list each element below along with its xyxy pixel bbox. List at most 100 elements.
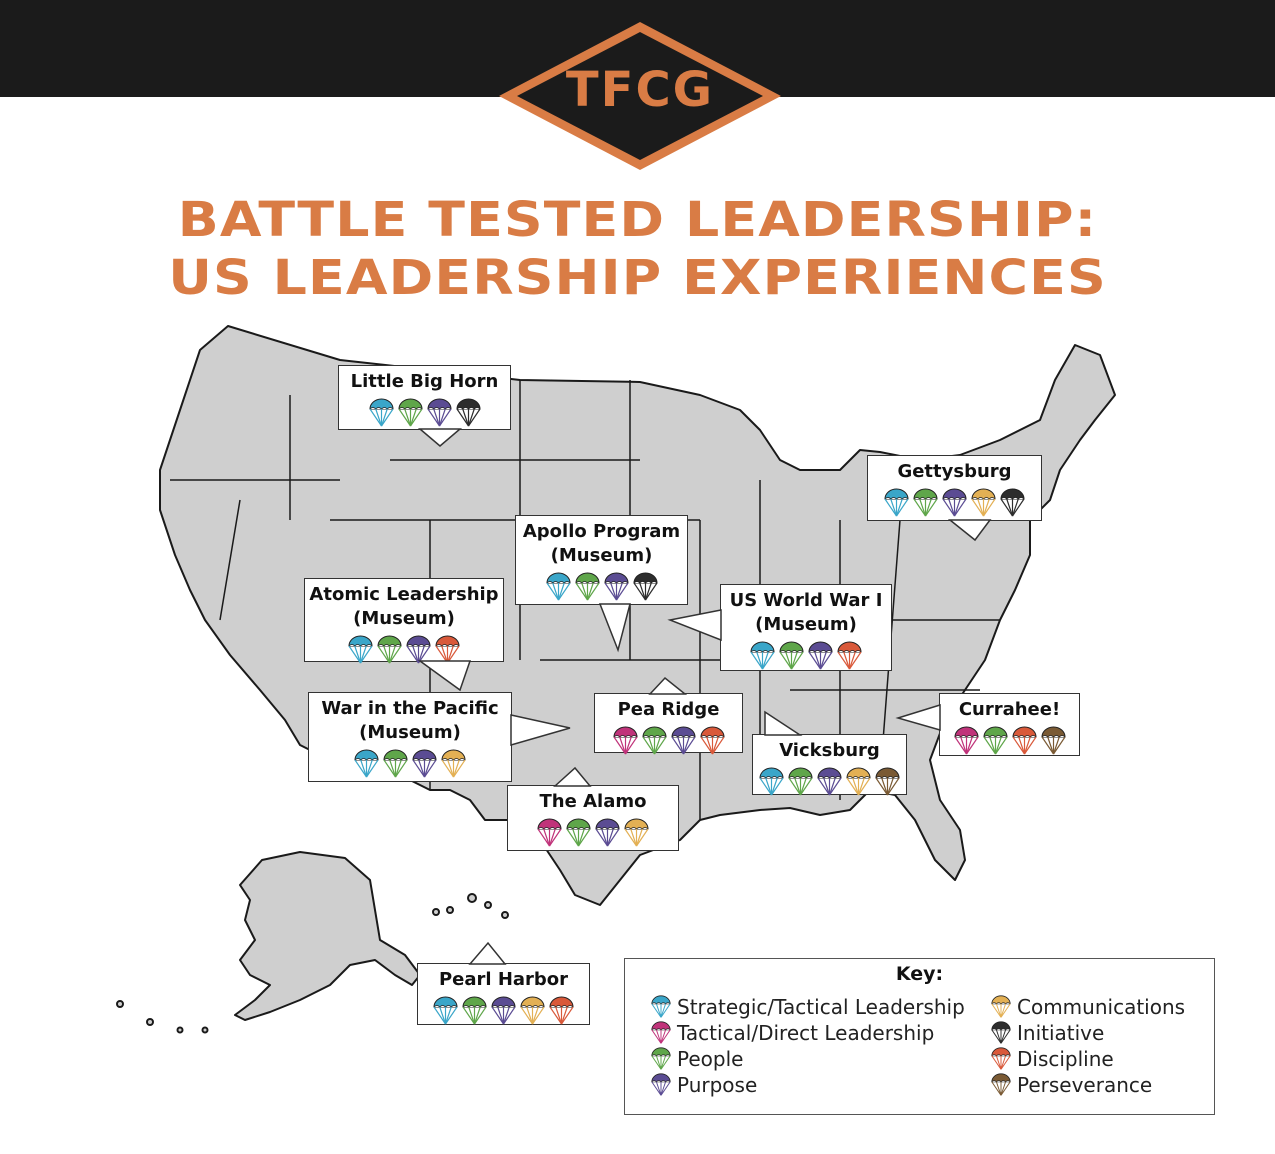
site-icons xyxy=(508,818,678,848)
site-callout-pearl-harbor[interactable]: Pearl Harbor xyxy=(417,963,590,1025)
page-title-line1: BATTLE TESTED LEADERSHIP: xyxy=(177,192,1098,248)
site-callout-currahee[interactable]: Currahee! xyxy=(939,693,1080,756)
tactical-parachute-icon xyxy=(537,818,562,848)
site-icons xyxy=(595,726,742,756)
site-callout-war-in-the-pacific[interactable]: War in the Pacific (Museum) xyxy=(308,692,512,782)
tfcg-logo xyxy=(499,22,781,170)
legend-label: People xyxy=(677,1047,744,1071)
people-parachute-icon xyxy=(383,749,408,779)
people-parachute-icon xyxy=(462,996,487,1026)
initiative-parachute-icon xyxy=(1000,488,1025,518)
discipline-parachute-icon xyxy=(991,1047,1011,1071)
page-title-line2: US LEADERSHIP EXPERIENCES xyxy=(168,250,1107,306)
legend-item: Communications xyxy=(991,995,1185,1019)
legend-item: Perseverance xyxy=(991,1073,1152,1097)
site-name: (Museum) xyxy=(359,722,461,743)
initiative-parachute-icon xyxy=(455,398,481,428)
people-parachute-icon xyxy=(913,488,938,518)
site-name: The Alamo xyxy=(539,791,647,812)
strategic-parachute-icon xyxy=(884,488,909,518)
legend-item: Initiative xyxy=(991,1021,1104,1045)
legend-label: Strategic/Tactical Leadership xyxy=(677,995,965,1019)
communications-parachute-icon xyxy=(624,818,649,848)
strategic-parachute-icon xyxy=(368,398,394,428)
site-name: (Museum) xyxy=(550,545,653,566)
tactical-parachute-icon xyxy=(612,726,638,756)
discipline-parachute-icon xyxy=(549,996,574,1026)
site-callout-apollo-program[interactable]: Apollo Program (Museum) xyxy=(515,515,688,605)
site-icons xyxy=(516,572,687,602)
site-callout-little-big-horn[interactable]: Little Big Horn xyxy=(338,365,511,430)
site-callout-atomic-leadership[interactable]: Atomic Leadership (Museum) xyxy=(304,578,504,665)
people-parachute-icon xyxy=(377,635,402,665)
discipline-parachute-icon xyxy=(435,635,460,665)
site-name: (Museum) xyxy=(755,614,857,635)
site-callout-gettysburg[interactable]: Gettysburg xyxy=(867,455,1042,521)
perseverance-parachute-icon xyxy=(991,1073,1011,1097)
site-icons xyxy=(339,398,510,428)
strategic-parachute-icon xyxy=(651,995,671,1019)
purpose-parachute-icon xyxy=(491,996,516,1026)
initiative-parachute-icon xyxy=(991,1021,1011,1045)
site-icons xyxy=(721,641,891,671)
site-name: Pearl Harbor xyxy=(438,969,569,990)
people-parachute-icon xyxy=(982,726,1008,756)
site-name: Vicksburg xyxy=(779,740,880,761)
site-icons xyxy=(753,767,906,797)
communications-parachute-icon xyxy=(991,995,1011,1019)
legend-label: Discipline xyxy=(1017,1047,1114,1071)
strategic-parachute-icon xyxy=(750,641,775,671)
purpose-parachute-icon xyxy=(412,749,437,779)
legend-label: Tactical/Direct Leadership xyxy=(677,1021,935,1045)
legend-label: Purpose xyxy=(677,1073,758,1097)
discipline-parachute-icon xyxy=(699,726,725,756)
strategic-parachute-icon xyxy=(545,572,571,602)
discipline-parachute-icon xyxy=(837,641,862,671)
people-parachute-icon xyxy=(566,818,591,848)
site-name: Atomic Leadership xyxy=(309,584,499,605)
legend-item: Tactical/Direct Leadership xyxy=(651,1021,934,1045)
communications-parachute-icon xyxy=(520,996,545,1026)
discipline-parachute-icon xyxy=(1011,726,1037,756)
site-name: Currahee! xyxy=(958,699,1061,720)
people-parachute-icon xyxy=(397,398,423,428)
site-name: US World War I xyxy=(729,590,883,611)
legend-item: Purpose xyxy=(651,1073,757,1097)
logo-text: TFCG xyxy=(565,62,715,118)
legend-label: Communications xyxy=(1017,995,1186,1019)
purpose-parachute-icon xyxy=(406,635,431,665)
strategic-parachute-icon xyxy=(759,767,784,797)
site-callout-us-world-war-i[interactable]: US World War I (Museum) xyxy=(720,584,892,671)
communications-parachute-icon xyxy=(441,749,466,779)
site-icons xyxy=(868,488,1041,518)
communications-parachute-icon xyxy=(846,767,871,797)
people-parachute-icon xyxy=(788,767,813,797)
strategic-parachute-icon xyxy=(348,635,373,665)
site-icons xyxy=(940,726,1079,756)
purpose-parachute-icon xyxy=(808,641,833,671)
site-icons xyxy=(305,635,503,665)
communications-parachute-icon xyxy=(971,488,996,518)
purpose-parachute-icon xyxy=(595,818,620,848)
legend-label: Perseverance xyxy=(1017,1073,1153,1097)
initiative-parachute-icon xyxy=(632,572,658,602)
people-parachute-icon xyxy=(779,641,804,671)
site-callout-the-alamo[interactable]: The Alamo xyxy=(507,785,679,851)
site-name: (Museum) xyxy=(353,608,455,629)
site-callout-vicksburg[interactable]: Vicksburg xyxy=(752,734,907,797)
legend-key: Key: Strategic/Tactical Leadership Tacti… xyxy=(624,958,1215,1115)
site-name: Little Big Horn xyxy=(350,371,499,392)
purpose-parachute-icon xyxy=(651,1073,671,1097)
legend-label: Initiative xyxy=(1017,1021,1105,1045)
site-callout-pea-ridge[interactable]: Pea Ridge xyxy=(594,693,743,756)
strategic-parachute-icon xyxy=(354,749,379,779)
tactical-parachute-icon xyxy=(651,1021,671,1045)
legend-title: Key: xyxy=(895,963,944,985)
site-icons xyxy=(309,749,511,779)
purpose-parachute-icon xyxy=(817,767,842,797)
purpose-parachute-icon xyxy=(942,488,967,518)
site-name: Pea Ridge xyxy=(617,699,720,720)
purpose-parachute-icon xyxy=(603,572,629,602)
people-parachute-icon xyxy=(641,726,667,756)
perseverance-parachute-icon xyxy=(875,767,900,797)
